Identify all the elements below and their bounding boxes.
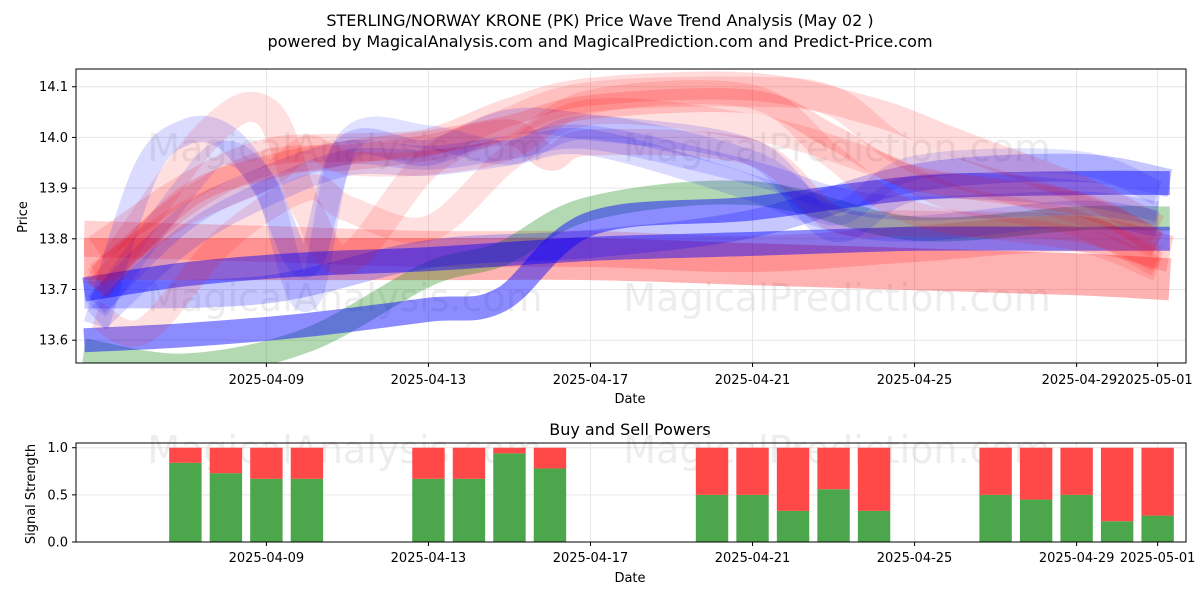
buy-power-bar — [1019, 499, 1053, 542]
bottom-x-axis-label: Date — [614, 571, 645, 586]
wave-band — [87, 124, 1160, 314]
sell-power-bar — [1100, 447, 1134, 522]
sell-power-bar — [776, 447, 810, 511]
buy-power-bar — [695, 494, 729, 542]
top-y-tick-label: 14.1 — [39, 80, 68, 95]
bottom-chart-title: Buy and Sell Powers — [549, 420, 711, 439]
top-x-tick-label: 2025-04-13 — [391, 373, 467, 388]
buy-power-bar — [979, 494, 1012, 542]
wave-band — [83, 215, 1175, 273]
bottom-x-tick-label: 2025-04-25 — [877, 551, 953, 566]
wave-band — [82, 226, 1170, 302]
sell-power-bar — [209, 447, 243, 474]
bottom-x-tick-label: 2025-04-17 — [553, 551, 629, 566]
wave-band — [86, 115, 1163, 317]
sell-power-bar — [452, 447, 486, 479]
sell-power-bar — [1019, 447, 1053, 500]
top-y-axis-label: Price — [16, 201, 31, 233]
sell-power-bar — [736, 447, 769, 495]
buy-power-bar — [290, 478, 324, 542]
sell-power-bar — [250, 447, 283, 479]
top-x-tick-label: 2025-04-21 — [715, 373, 791, 388]
buy-power-bar — [412, 478, 445, 542]
buy-power-bar — [1060, 494, 1093, 542]
sell-power-bar — [1060, 447, 1093, 495]
buy-power-bar — [169, 462, 202, 542]
bottom-plot-frame — [75, 442, 1187, 543]
wave-band — [83, 107, 1161, 329]
buy-power-bar — [493, 453, 526, 542]
wave-band — [87, 127, 1160, 330]
bottom-y-tick-label: 0.5 — [47, 488, 68, 503]
top-x-tick-label: 2025-04-292025-05-01 — [1042, 373, 1193, 388]
buy-power-bar — [776, 510, 810, 542]
watermark: MagicalAnalysis.com — [147, 126, 542, 170]
top-x-tick-label: 2025-04-09 — [229, 373, 305, 388]
top-x-tick-label: 2025-04-17 — [553, 373, 629, 388]
wave-band — [88, 71, 1164, 261]
top-plot-background — [76, 69, 1186, 363]
chart-title: STERLING/NORWAY KRONE (PK) Price Wave Tr… — [326, 11, 873, 30]
top-y-tick-label: 13.9 — [39, 182, 68, 197]
buy-power-bar — [250, 478, 283, 542]
sell-power-bar — [290, 447, 324, 479]
buy-power-bar — [817, 489, 850, 542]
top-y-tick-label: 13.7 — [39, 283, 68, 298]
buy-power-bar — [452, 478, 486, 542]
buy-power-bar — [209, 473, 243, 542]
top-y-tick-label: 13.8 — [39, 232, 68, 247]
bottom-y-tick-label: 0.0 — [47, 536, 68, 551]
bottom-x-tick-label: 2025-04-09 — [229, 551, 305, 566]
wave-band — [81, 180, 1170, 363]
wave-band — [90, 97, 1164, 347]
bottom-x-tick-label: 2025-04-29 — [1039, 551, 1115, 566]
top-plot-frame — [75, 68, 1187, 364]
bottom-y-tick-label: 1.0 — [47, 441, 68, 456]
sell-power-bar — [979, 447, 1012, 495]
sell-power-bar — [169, 447, 202, 463]
top-y-tick-label: 13.6 — [39, 334, 68, 349]
wave-band — [89, 80, 1163, 285]
chart-subtitle: powered by MagicalAnalysis.com and Magic… — [267, 32, 932, 51]
wave-bands — [81, 71, 1175, 363]
buy-power-bar — [857, 510, 891, 542]
wave-band — [87, 88, 1164, 298]
buy-power-bar — [1100, 521, 1134, 542]
watermark: MagicalAnalysis.com — [147, 276, 542, 320]
top-y-tick-label: 14.0 — [39, 131, 68, 146]
top-x-axis-label: Date — [614, 392, 645, 407]
sell-power-bar — [695, 447, 729, 495]
bottom-x-tick-label: 2025-04-21 — [715, 551, 791, 566]
bottom-y-axis-label: Signal Strength — [24, 444, 39, 544]
buy-power-bar — [533, 468, 567, 542]
sell-power-bar — [493, 447, 526, 454]
sell-power-bar — [533, 447, 567, 469]
watermark: MagicalPrediction.com — [623, 126, 1051, 170]
price-wave-panel: MagicalAnalysis.com MagicalPrediction.com… — [39, 68, 1193, 388]
buy-power-bar — [736, 494, 769, 542]
bottom-x-tick-label: 2025-04-13 — [391, 551, 467, 566]
wave-band — [83, 153, 1173, 309]
wave-band — [83, 170, 1170, 353]
top-x-tick-label: 2025-04-25 — [877, 373, 953, 388]
sell-power-bar — [817, 447, 850, 490]
wave-band — [84, 237, 1172, 301]
wave-band — [84, 76, 1164, 299]
sell-power-bar — [1141, 447, 1174, 516]
sell-power-bar — [857, 447, 891, 511]
bottom-x-tick-label: 2025-05-01 — [1120, 551, 1196, 566]
sell-power-bar — [412, 447, 445, 479]
buy-power-bar — [1141, 515, 1174, 542]
buy-sell-power-panel: MagicalAnalysis.comMagicalPrediction.com… — [47, 428, 1195, 566]
wave-band — [87, 119, 1163, 290]
watermark: MagicalPrediction.com — [623, 276, 1051, 320]
